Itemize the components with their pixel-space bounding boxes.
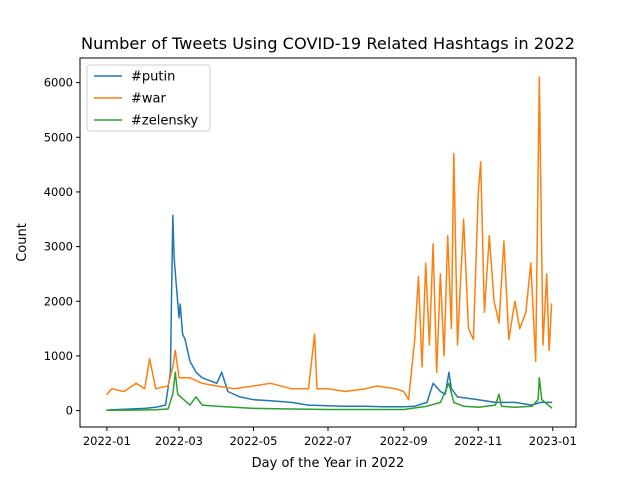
y-tick-label: 0 xyxy=(66,404,73,418)
y-tick-label: 6000 xyxy=(44,76,73,90)
series-line-putin xyxy=(106,214,553,411)
y-axis-label: Count xyxy=(15,223,30,262)
chart-title: Number of Tweets Using COVID-19 Related … xyxy=(81,34,575,53)
y-tick-label: 5000 xyxy=(44,130,73,144)
x-tick-label: 2022-11 xyxy=(454,434,502,448)
x-tick-label: 2023-01 xyxy=(529,434,577,448)
legend-box xyxy=(86,64,211,132)
x-axis-label: Day of the Year in 2022 xyxy=(252,456,405,471)
legend-label: #zelensky xyxy=(131,114,198,129)
x-tick-label: 2022-09 xyxy=(380,434,428,448)
legend: #putin #war #zelensky xyxy=(86,64,211,132)
plot-lines xyxy=(106,76,553,412)
y-tick-label: 2000 xyxy=(44,294,73,308)
x-tick-label: 2022-07 xyxy=(304,434,352,448)
y-axis: 0 1000 2000 3000 4000 5000 6000 xyxy=(44,76,80,418)
x-tick-label: 2022-03 xyxy=(155,434,203,448)
x-tick-label: 2022-05 xyxy=(229,434,277,448)
y-tick-label: 1000 xyxy=(44,349,73,363)
series-line-war xyxy=(106,76,553,401)
y-tick-label: 4000 xyxy=(44,185,73,199)
legend-label: #putin xyxy=(131,70,175,85)
y-tick-label: 3000 xyxy=(44,240,73,254)
x-axis: 2022-01 2022-03 2022-05 2022-07 2022-09 2022-… xyxy=(83,427,577,448)
legend-label: #war xyxy=(131,92,166,107)
x-tick-label: 2022-01 xyxy=(83,434,131,448)
series-line-zelensky xyxy=(106,371,553,412)
